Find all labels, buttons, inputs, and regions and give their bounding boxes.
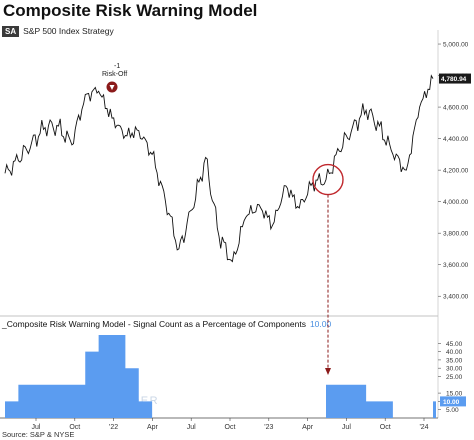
lower-legend-text: _Composite Risk Warning Model - Signal C… [2,319,306,329]
annotation-risk-off: Risk-Off [102,71,127,78]
pointer-arrow-head [325,368,331,375]
x-tick-label: Jul [32,424,41,431]
last-price-box [439,73,471,84]
lower-panel-legend: _Composite Risk Warning Model - Signal C… [2,319,331,329]
x-tick-label: Jul [187,424,196,431]
price-y-tick-label: 4,400.00 [443,136,469,143]
x-tick-label: '24 [419,424,428,431]
signal-y-tick-label: 30.00 [446,366,463,373]
price-y-tick-label: 3,800.00 [443,231,469,238]
signal-y-tick-label: 25.00 [446,374,463,381]
x-tick-label: '23 [264,424,273,431]
signal-y-tick-label: 40.00 [446,349,463,356]
lower-legend-value: 10.00 [309,319,332,329]
price-y-tick-label: 3,400.00 [443,294,469,301]
x-tick-label: Apr [302,424,314,431]
price-y-tick-label: 4,600.00 [443,105,469,112]
price-y-tick-label: 4,000.00 [443,199,469,206]
signal-y-tick-label: 15.00 [446,391,463,398]
price-y-tick-label: 3,600.00 [443,262,469,269]
signal-y-tick-label: 5.00 [446,407,459,414]
price-line [4,74,434,263]
price-y-tick-label: 4,200.00 [443,168,469,175]
source-note: Source: S&P & NYSE [2,430,75,439]
last-price-label: 4,780.94 [441,76,467,83]
signal-y-tick-label: 35.00 [446,357,463,364]
sa-badge: SA [2,26,20,37]
signal-area [5,335,436,418]
x-tick-label: Jul [342,424,351,431]
signal-y-tick-label: 45.00 [446,341,463,348]
x-tick-label: Oct [380,424,391,431]
x-tick-label: '22 [109,424,118,431]
x-tick-label: Apr [147,424,159,431]
signal-value-box [440,396,466,407]
down-arrow-icon [109,85,115,90]
subtitle-text: S&P 500 Index Strategy [23,26,114,36]
x-tick-label: Oct [225,424,236,431]
chart-subtitle: SA S&P 500 Index Strategy [2,26,114,37]
x-tick-label: Oct [69,424,80,431]
price-y-tick-label: 5,000.00 [443,42,469,49]
chart-title: Composite Risk Warning Model [3,1,258,20]
signal-value-label: 10.00 [443,399,460,406]
annotation-signal-count: -1 [114,63,120,70]
